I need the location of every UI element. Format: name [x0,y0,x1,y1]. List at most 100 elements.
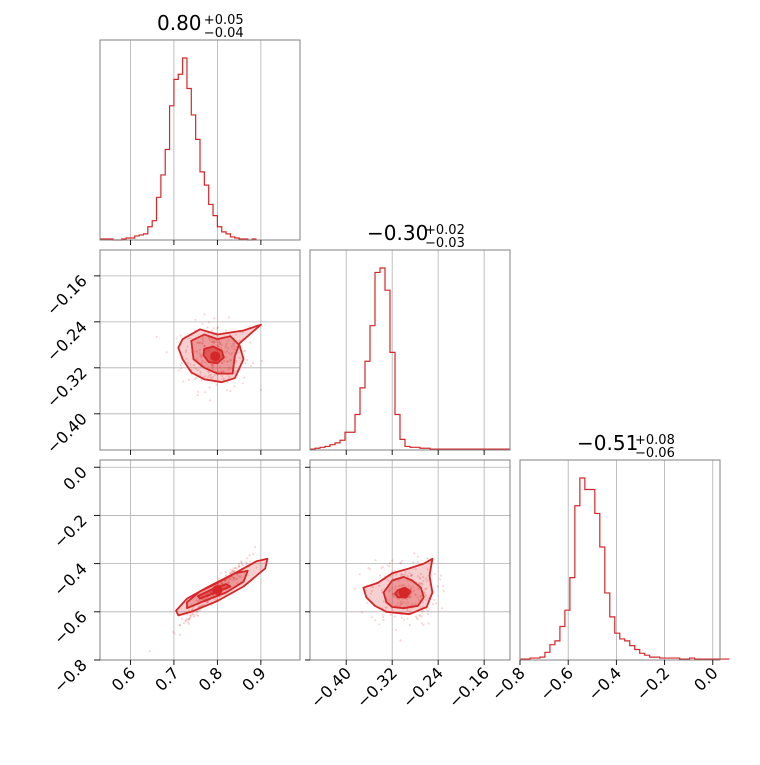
sample-point [184,350,188,354]
sample-point [195,610,198,613]
sample-point [232,576,235,580]
sample-point [388,590,391,593]
sample-point [212,327,215,330]
sample-point [232,570,235,573]
sample-point [219,366,222,369]
sample-point [420,582,423,585]
sample-point [406,608,409,611]
sample-point [414,594,417,597]
sample-point [425,580,428,583]
sample-point [208,339,212,342]
sample-point [425,607,428,611]
sample-point [200,361,203,364]
sample-point [389,613,392,617]
sample-point [210,340,213,343]
sample-point [229,577,232,581]
y-tick-label: −0.40 [43,409,91,457]
sample-point [188,616,191,619]
sample-point [212,364,215,367]
sample-point [206,600,209,604]
sample-point [213,317,216,320]
sample-point [177,369,180,372]
sample-point [226,389,229,392]
sample-point [389,575,392,578]
sample-point [224,344,227,347]
sample-point [199,355,202,358]
sample-point [224,351,227,354]
sample-point [405,602,408,605]
title-plus-error: +0.08 [635,433,675,448]
sample-point [218,342,221,345]
sample-point [196,341,199,344]
sample-point [426,609,429,613]
sample-point [208,337,211,340]
histogram-line [310,267,510,450]
sample-point [216,583,219,586]
sample-point [187,618,190,621]
sample-point [226,381,229,384]
density-peak [210,351,221,362]
sample-point [245,359,248,362]
sample-point [208,386,211,389]
sample-point [382,618,385,622]
sample-point [393,588,397,591]
sample-point [433,572,436,576]
sample-point [399,584,402,587]
sample-point [409,587,412,590]
sample-point [202,339,205,342]
sample-point [201,359,204,362]
sample-point [186,345,189,348]
y-tick-label: 0.0 [59,463,90,494]
sample-point [201,598,204,601]
sample-point [215,383,218,386]
sample-point [211,363,214,366]
sample-point [212,363,215,366]
title-value: 0.80 [157,11,202,35]
sample-point [206,376,210,379]
x-tick-label: −0.8 [488,663,529,704]
sample-point [175,337,178,340]
sample-point [221,581,224,584]
sample-point [212,341,215,345]
sample-point [204,375,207,378]
sample-point [401,560,404,563]
sample-point [251,361,255,364]
sample-point [184,619,187,622]
y-tick-label: −0.8 [50,655,91,696]
sample-point [224,570,228,574]
sample-point [418,614,421,617]
sample-point [380,589,383,592]
sample-point [232,348,235,351]
sample-point [201,598,204,601]
sample-point [379,574,382,577]
sample-point [245,562,248,566]
sample-point [249,364,252,367]
sample-point [210,337,213,340]
title-plus-error: +0.02 [425,223,465,238]
sample-point [201,338,204,341]
sample-point [227,339,230,342]
sample-point [227,580,230,584]
sample-point [391,559,394,562]
panel-frame [309,249,511,451]
sample-point [400,600,403,603]
x-tick-label: −0.6 [536,663,577,704]
sample-point [410,574,413,577]
sample-point [418,587,421,590]
sample-point [189,363,192,366]
sample-point [422,579,425,583]
sample-point [408,623,411,627]
sample-point [372,586,375,589]
sample-point [395,573,398,576]
sample-point [416,617,419,620]
sample-point [208,374,211,377]
sample-point [427,578,430,581]
sample-point [213,374,216,377]
sample-point [425,587,428,590]
sample-point [400,562,403,565]
sample-point [212,339,215,343]
title-value: −0.51 [577,431,638,455]
sample-point [185,619,188,622]
sample-point [395,604,398,608]
sample-point [201,341,204,345]
